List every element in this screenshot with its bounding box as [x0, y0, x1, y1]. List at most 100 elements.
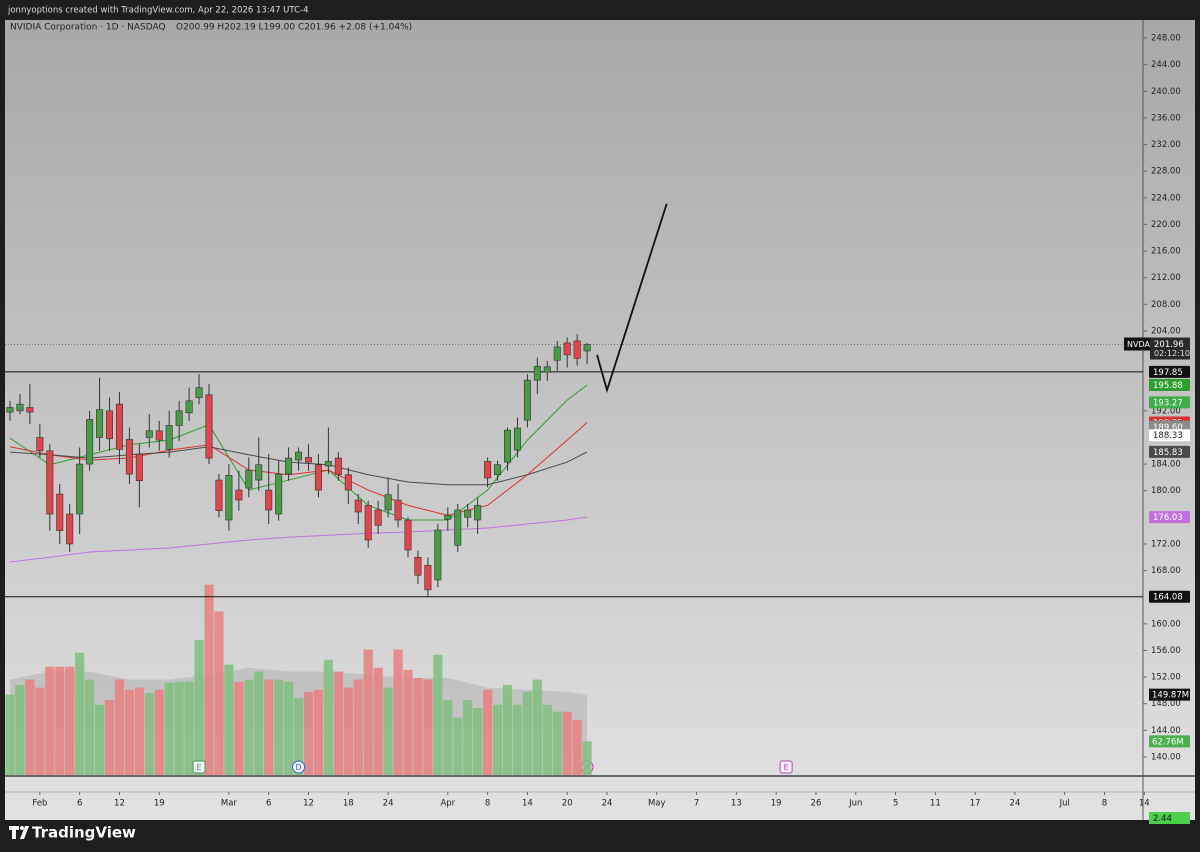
volume-label: 149.87M: [1152, 691, 1189, 701]
volume-bar: [45, 666, 55, 775]
candle-body: [195, 387, 203, 398]
y-tick-label: 152.00: [1151, 673, 1181, 683]
candle-body: [275, 473, 283, 515]
candle-body: [155, 430, 163, 441]
volume-bar: [224, 664, 234, 775]
x-tick-label: Jul: [1059, 799, 1070, 809]
candle-body: [115, 403, 123, 450]
indicator-label: 2.44: [1153, 814, 1172, 824]
candle-body: [454, 509, 462, 546]
volume-bar: [522, 691, 532, 775]
candle-body: [106, 410, 114, 440]
x-tick-label: 6: [266, 799, 271, 809]
volume-bar: [264, 679, 274, 775]
candle-body: [324, 461, 332, 467]
candle-body: [583, 344, 591, 352]
x-tick-label: 18: [343, 799, 354, 809]
volume-bar: [562, 711, 572, 775]
volume-label: 62.76M: [1152, 737, 1184, 747]
trend-drawing: [596, 203, 668, 394]
volume-bar: [423, 679, 433, 775]
candle-body: [543, 366, 551, 373]
y-tick-label: 204.00: [1151, 326, 1181, 336]
moving-average: [9, 422, 588, 516]
volume-bar: [532, 679, 542, 775]
line-label-bg: [1149, 365, 1190, 378]
line-label: 197.85: [1153, 368, 1183, 378]
candle-body: [175, 410, 183, 426]
y-tick-label: 156.00: [1151, 646, 1181, 656]
candle-body: [6, 407, 14, 413]
x-tick-label: May: [648, 799, 666, 809]
indicator-label-bg: [1149, 812, 1190, 824]
ma-label: 176.03: [1153, 513, 1183, 523]
y-tick-label: 208.00: [1151, 300, 1181, 310]
x-tick-label: 26: [811, 799, 822, 809]
candle-body: [255, 464, 263, 481]
volume-bar: [244, 679, 254, 775]
candle-body: [265, 489, 273, 511]
candle-body: [354, 499, 362, 513]
x-tick-label: 12: [114, 799, 125, 809]
x-tick-label: 6: [77, 799, 82, 809]
candle-body: [135, 453, 143, 482]
event-marker: [192, 760, 206, 774]
x-tick-label: 8: [1102, 799, 1107, 809]
candle-body: [86, 419, 94, 465]
x-tick-label: Feb: [32, 799, 47, 809]
x-tick-label: Mar: [221, 799, 238, 809]
event-label: D: [295, 763, 301, 772]
volume-bar: [174, 681, 184, 775]
candle-body: [285, 457, 293, 475]
volume-bar: [134, 687, 144, 775]
volume-bar: [373, 667, 383, 775]
volume-bar: [144, 692, 154, 775]
ma-label-bg: [1149, 378, 1190, 391]
candle-body: [474, 505, 482, 521]
y-tick-label: 236.00: [1151, 113, 1181, 123]
y-tick-label: 212.00: [1151, 273, 1181, 283]
volume-bar: [154, 689, 164, 775]
y-tick-label: 180.00: [1151, 486, 1181, 496]
x-tick-label: 11: [930, 799, 941, 809]
candle-body: [503, 429, 511, 463]
x-tick-label: 24: [383, 799, 394, 809]
ma-label: 195.88: [1153, 381, 1183, 391]
extra-label: 193.27: [1153, 398, 1183, 408]
volume-bar: [184, 681, 194, 775]
volume-pane: [5, 584, 592, 775]
y-tick-label: 224.00: [1151, 193, 1181, 203]
volume-bar: [25, 679, 35, 775]
volume-bar: [502, 684, 513, 775]
candle-body: [165, 425, 173, 450]
volume-bar: [363, 649, 373, 775]
volume-bar: [204, 584, 214, 775]
volume-bar: [393, 649, 403, 775]
extra-label: 189.60: [1153, 423, 1183, 433]
y-tick-label: 232.00: [1151, 140, 1181, 150]
x-tick-label: 14: [1139, 799, 1150, 809]
candle-body: [56, 493, 64, 531]
volume-bar: [473, 707, 483, 775]
volume-bar: [303, 691, 314, 775]
x-tick-label: 17: [970, 799, 981, 809]
y-tick-label: 240.00: [1151, 87, 1181, 97]
candle-body: [513, 427, 521, 451]
candle-body: [484, 461, 492, 479]
volume-bar: [582, 741, 592, 775]
candle-body: [46, 450, 54, 515]
x-tick-label: 24: [1010, 799, 1021, 809]
volume-bar: [313, 689, 324, 775]
x-tick-label: 13: [731, 799, 742, 809]
candle-body: [374, 509, 382, 526]
volume-bar: [483, 689, 493, 775]
candle-body: [424, 564, 432, 591]
event-marker: [779, 760, 793, 774]
countdown: 02:12:10: [1154, 349, 1190, 358]
candle-body: [414, 556, 422, 576]
candle-body: [394, 499, 402, 521]
candle-body: [16, 403, 24, 412]
volume-bar: [403, 669, 413, 775]
volume-bar: [75, 652, 85, 775]
volume-bar: [15, 684, 25, 775]
